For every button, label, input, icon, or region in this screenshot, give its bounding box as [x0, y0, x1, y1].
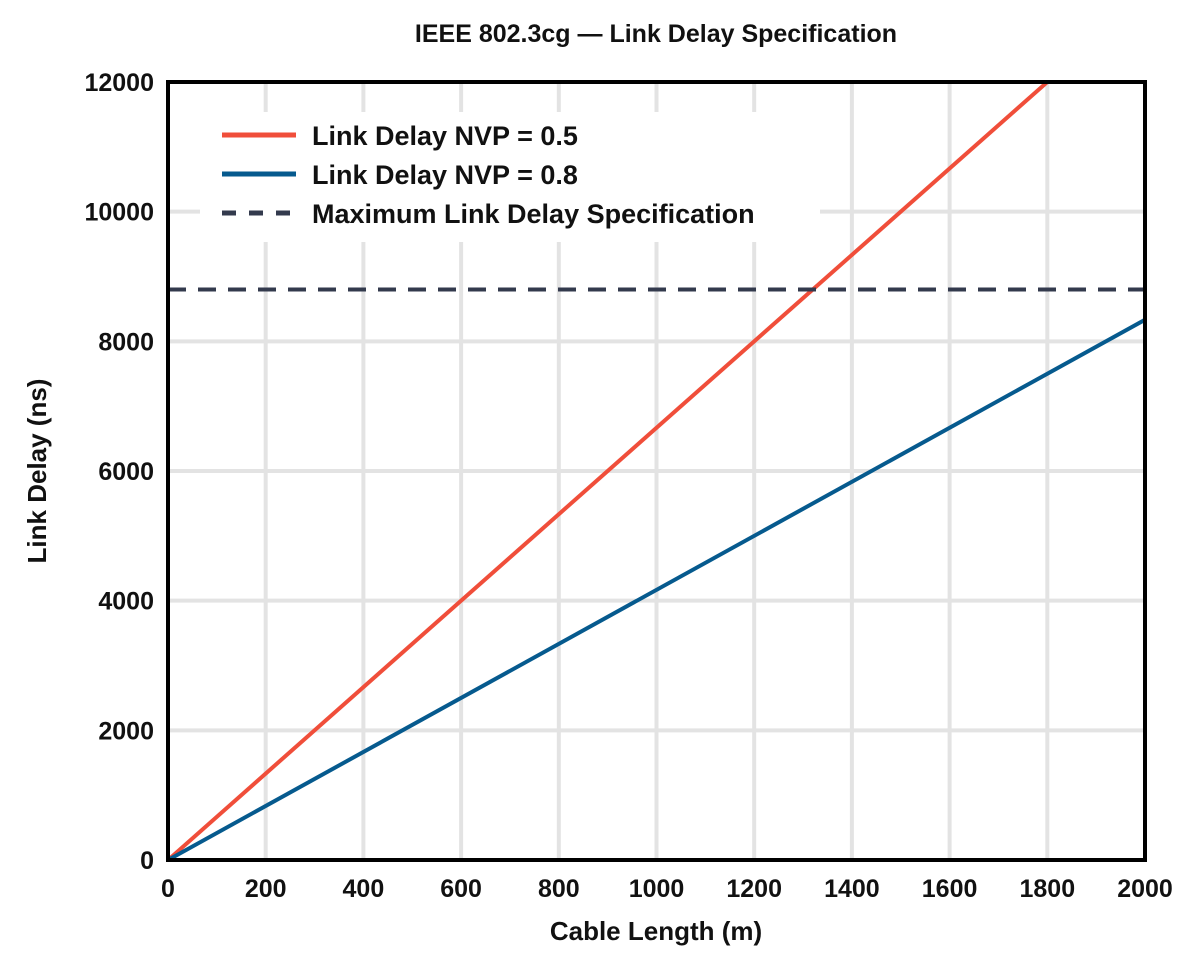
plot-frame	[166, 80, 1147, 862]
legend-background	[200, 112, 820, 242]
y-tick-label: 2000	[98, 717, 154, 745]
x-tick-label: 1000	[629, 875, 685, 903]
legend-label-0: Link Delay NVP = 0.5	[312, 121, 578, 151]
legend-label-2: Maximum Link Delay Specification	[312, 199, 755, 229]
y-axis-label: Link Delay (ns)	[22, 379, 52, 564]
series-group	[168, 82, 1145, 860]
x-tick-label: 1400	[824, 875, 880, 903]
chart-title: IEEE 802.3cg — Link Delay Specification	[415, 20, 897, 48]
series-line-1	[168, 317, 1145, 860]
x-tick-label: 200	[245, 875, 287, 903]
x-tick-label: 400	[343, 875, 385, 903]
y-tick-label: 10000	[84, 199, 154, 227]
x-axis-label: Cable Length (m)	[550, 916, 762, 946]
x-tick-label: 800	[538, 875, 580, 903]
y-tick-label: 6000	[98, 458, 154, 486]
x-tick-label: 0	[161, 875, 175, 903]
x-tick-label: 2000	[1117, 875, 1173, 903]
y-tick-label: 12000	[84, 69, 154, 97]
series-line-0	[168, 82, 1051, 860]
y-tick-label: 0	[140, 847, 154, 875]
x-tick-label: 1800	[1019, 875, 1075, 903]
y-tick-labels: 0 2000 4000 6000 8000 10000 12000	[84, 69, 154, 875]
y-tick-label: 8000	[98, 328, 154, 356]
x-tick-label: 600	[440, 875, 482, 903]
legend: Link Delay NVP = 0.5 Link Delay NVP = 0.8…	[200, 112, 820, 242]
y-tick-label: 4000	[98, 588, 154, 616]
legend-label-1: Link Delay NVP = 0.8	[312, 160, 578, 190]
x-tick-labels: 0 200 400 600 800 1000 1200 1400 1600 1800 2000	[161, 875, 1173, 903]
x-tick-label: 1600	[922, 875, 978, 903]
x-tick-label: 1200	[726, 875, 782, 903]
